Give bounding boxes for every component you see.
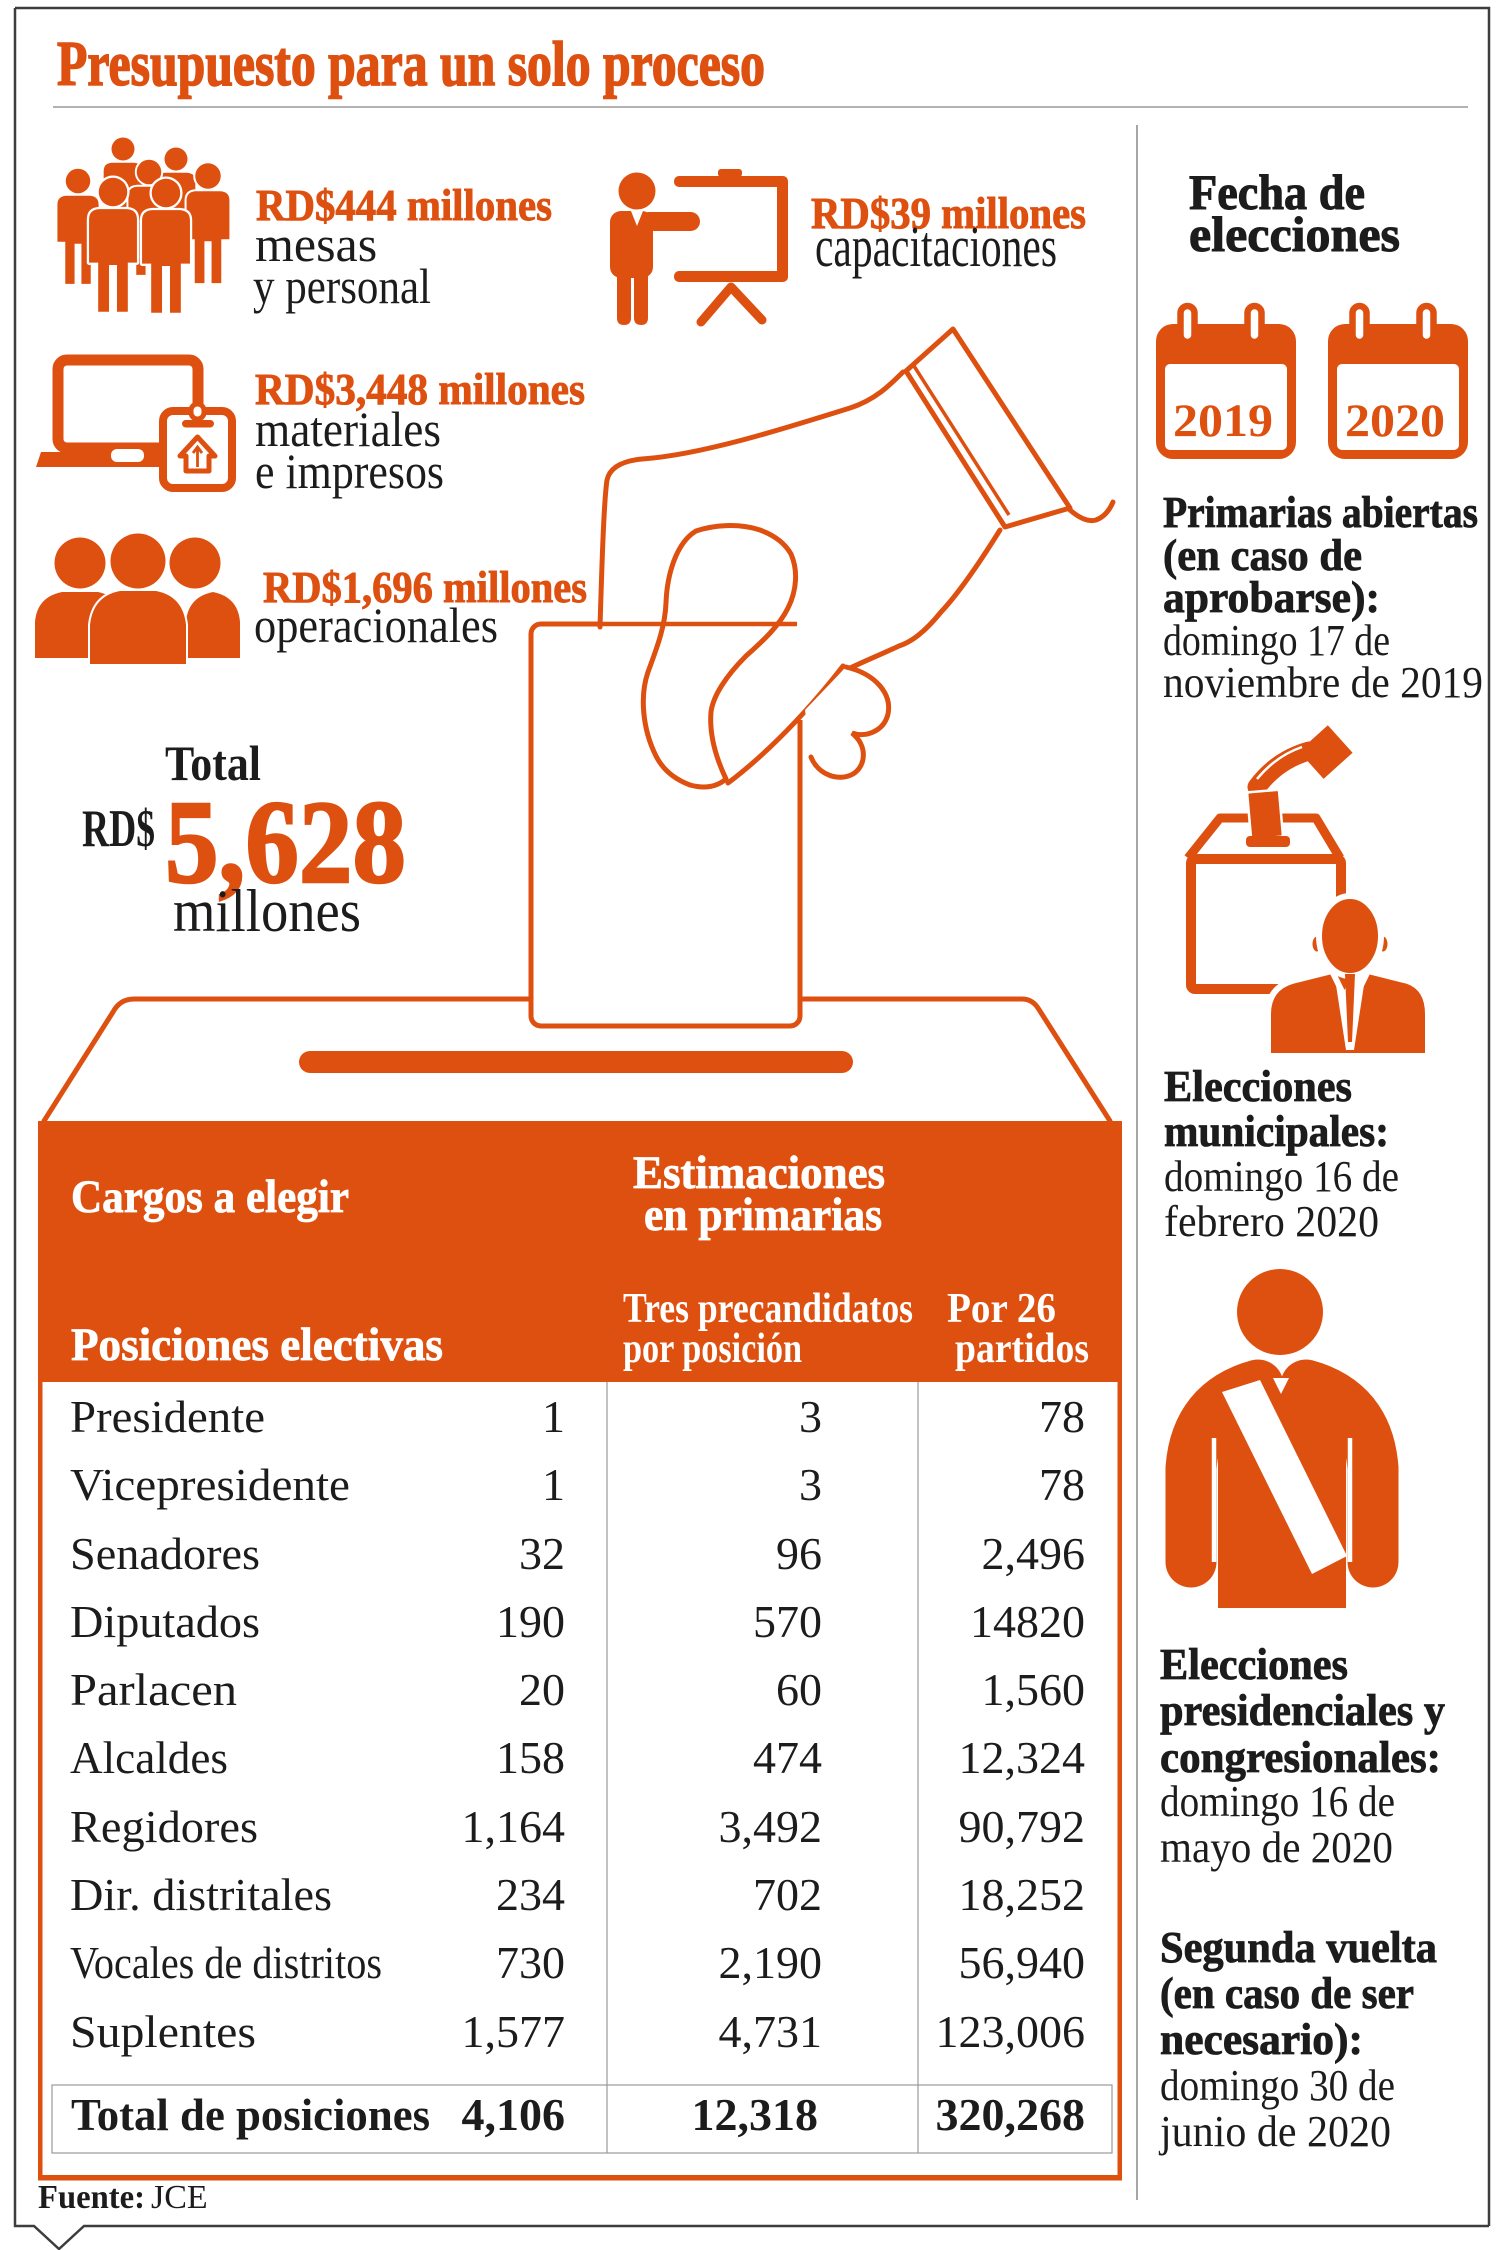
svg-text:mayo de 2020: mayo de 2020 (1160, 1823, 1393, 1872)
svg-text:14820: 14820 (970, 1596, 1085, 1647)
svg-text:1,560: 1,560 (982, 1664, 1086, 1715)
svg-text:operacionales: operacionales (254, 597, 498, 653)
svg-text:Alcaldes: Alcaldes (70, 1732, 228, 1783)
svg-text:congresionales:: congresionales: (1160, 1733, 1441, 1782)
svg-text:18,252: 18,252 (959, 1869, 1086, 1920)
svg-text:RD$1,696 millones: RD$1,696 millones (263, 563, 587, 612)
svg-text:2020: 2020 (1345, 395, 1445, 447)
svg-text:RD$39 millones: RD$39 millones (811, 189, 1086, 238)
svg-text:Cargos a elegir: Cargos a elegir (71, 1171, 349, 1223)
svg-text:mesas: mesas (255, 216, 377, 272)
svg-text:domingo 30 de: domingo 30 de (1160, 2061, 1395, 2110)
svg-text:234: 234 (496, 1869, 565, 1920)
svg-text:presidenciales y: presidenciales y (1160, 1686, 1445, 1735)
svg-text:por posición: por posición (623, 1326, 802, 1372)
svg-text:domingo 16 de: domingo 16 de (1160, 1777, 1395, 1826)
svg-text:millones: millones (173, 878, 361, 944)
svg-text:Total: Total (165, 735, 261, 791)
svg-text:2019: 2019 (1173, 395, 1273, 447)
svg-text:febrero 2020: febrero 2020 (1164, 1197, 1379, 1246)
svg-text:aprobarse):: aprobarse): (1163, 573, 1380, 622)
svg-text:partidos: partidos (955, 1326, 1089, 1372)
svg-text:5,628: 5,628 (165, 776, 406, 908)
svg-text:Suplentes: Suplentes (70, 2006, 256, 2057)
svg-text:Presupuesto para un solo proc: Presupuesto para un solo proceso (57, 29, 765, 99)
svg-text:Posiciones electivas: Posiciones electivas (71, 1319, 443, 1371)
svg-text:32: 32 (519, 1528, 565, 1579)
svg-text:1,164: 1,164 (462, 1801, 566, 1852)
svg-text:12,324: 12,324 (959, 1732, 1086, 1783)
svg-text:570: 570 (753, 1596, 822, 1647)
svg-text:2,496: 2,496 (982, 1528, 1086, 1579)
svg-text:RD$3,448 millones: RD$3,448 millones (255, 365, 585, 414)
svg-text:Senadores: Senadores (70, 1528, 260, 1579)
svg-text:190: 190 (496, 1596, 565, 1647)
svg-text:Fuente:: Fuente: (38, 2179, 145, 2216)
svg-text:municipales:: municipales: (1164, 1107, 1389, 1156)
svg-text:Elecciones: Elecciones (1160, 1640, 1348, 1689)
svg-text:20: 20 (519, 1664, 565, 1715)
svg-text:123,006: 123,006 (936, 2006, 1086, 2057)
svg-text:elecciones: elecciones (1189, 206, 1400, 262)
svg-text:Regidores: Regidores (70, 1801, 258, 1852)
svg-text:Por 26: Por 26 (947, 1286, 1056, 1332)
svg-text:(en caso de ser: (en caso de ser (1160, 1969, 1414, 2018)
svg-text:4,106: 4,106 (462, 2089, 566, 2140)
svg-text:730: 730 (496, 1937, 565, 1988)
svg-text:Total de posiciones: Total de posiciones (71, 2089, 430, 2140)
svg-text:Presidente: Presidente (70, 1391, 265, 1442)
svg-text:96: 96 (776, 1528, 822, 1579)
svg-text:158: 158 (496, 1732, 565, 1783)
svg-text:domingo 17 de: domingo 17 de (1163, 616, 1390, 665)
svg-text:3: 3 (799, 1391, 822, 1442)
svg-text:60: 60 (776, 1664, 822, 1715)
svg-text:90,792: 90,792 (959, 1801, 1086, 1852)
svg-text:4,731: 4,731 (719, 2006, 823, 2057)
svg-text:Vocales de distritos: Vocales de distritos (70, 1937, 382, 1988)
svg-text:en primarias: en primarias (644, 1189, 882, 1241)
svg-text:junio de 2020: junio de 2020 (1158, 2107, 1391, 2156)
svg-text:3: 3 (799, 1459, 822, 1510)
svg-text:Vicepresidente: Vicepresidente (70, 1459, 350, 1510)
svg-text:2,190: 2,190 (719, 1937, 823, 1988)
svg-text:56,940: 56,940 (959, 1937, 1086, 1988)
svg-text:78: 78 (1039, 1391, 1085, 1442)
svg-text:320,268: 320,268 (936, 2089, 1086, 2140)
svg-text:noviembre de 2019: noviembre de 2019 (1163, 658, 1483, 707)
svg-text:474: 474 (753, 1732, 822, 1783)
svg-text:Diputados: Diputados (70, 1596, 260, 1647)
svg-text:JCE: JCE (151, 2179, 208, 2216)
svg-text:Tres precandidatos: Tres precandidatos (623, 1286, 913, 1332)
svg-text:702: 702 (753, 1869, 822, 1920)
svg-text:Primarias abiertas: Primarias abiertas (1163, 488, 1478, 537)
svg-text:Parlacen: Parlacen (70, 1664, 237, 1715)
svg-text:Segunda vuelta: Segunda vuelta (1160, 1923, 1437, 1972)
svg-text:RD$: RD$ (82, 800, 155, 858)
svg-text:Fecha de: Fecha de (1189, 164, 1365, 220)
svg-text:Elecciones: Elecciones (1164, 1062, 1352, 1111)
svg-text:12,318: 12,318 (692, 2089, 819, 2140)
svg-text:3,492: 3,492 (719, 1801, 823, 1852)
svg-text:y personal: y personal (253, 258, 431, 314)
svg-text:1: 1 (542, 1391, 565, 1442)
svg-text:e impresos: e impresos (255, 443, 444, 499)
svg-text:RD$444 millones: RD$444 millones (256, 181, 552, 230)
svg-text:domingo 16 de: domingo 16 de (1164, 1152, 1399, 1201)
svg-text:1,577: 1,577 (462, 2006, 566, 2057)
svg-text:capacitaciones: capacitaciones (815, 214, 1057, 279)
svg-text:(en caso de: (en caso de (1163, 531, 1362, 580)
svg-text:78: 78 (1039, 1459, 1085, 1510)
svg-text:Estimaciones: Estimaciones (633, 1147, 885, 1199)
svg-text:materiales: materiales (255, 401, 441, 457)
svg-text:necesario):: necesario): (1160, 2015, 1363, 2064)
svg-text:Dir. distritales: Dir. distritales (70, 1869, 332, 1920)
svg-text:1: 1 (542, 1459, 565, 1510)
